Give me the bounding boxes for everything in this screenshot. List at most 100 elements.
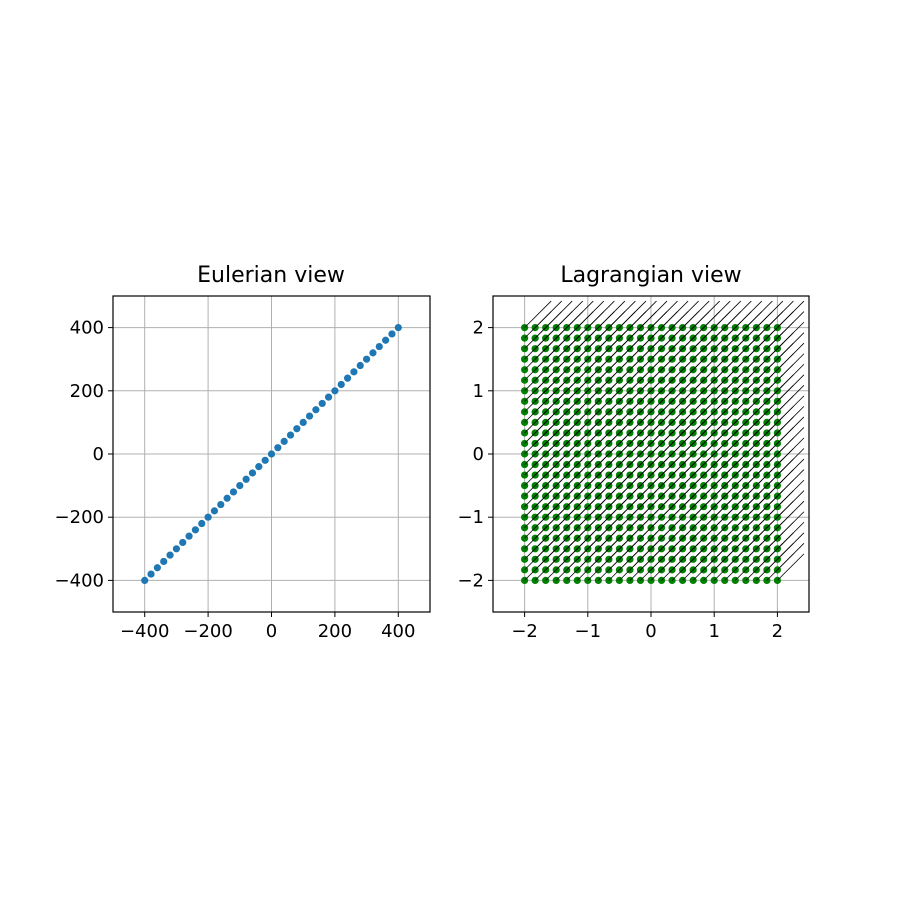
eulerian-point xyxy=(280,437,288,445)
eulerian-point xyxy=(356,361,364,370)
lagrangian-quiver xyxy=(524,300,805,581)
eulerian-point xyxy=(229,488,238,496)
eulerian-point xyxy=(210,507,219,515)
quiver-arrow xyxy=(777,490,805,518)
eulerian-point xyxy=(350,368,358,376)
quiver-arrow xyxy=(619,300,647,328)
eulerian-point xyxy=(312,406,320,414)
quiver-arrow xyxy=(777,406,805,434)
y-tick-label: 400 xyxy=(70,318,104,339)
quiver-arrow xyxy=(777,385,805,413)
quiver-arrow xyxy=(555,300,584,328)
quiver-arrow xyxy=(777,521,805,550)
y-tick-label: −2 xyxy=(457,570,484,591)
y-tick-label: 200 xyxy=(70,381,104,402)
x-tick-label: 400 xyxy=(381,621,415,642)
y-tick-label: −200 xyxy=(55,507,104,528)
x-tick-label: −400 xyxy=(120,621,169,642)
quiver-arrow xyxy=(777,511,805,539)
eulerian-point xyxy=(394,324,402,332)
quiver-arrow xyxy=(777,300,805,328)
quiver-arrow xyxy=(777,532,805,560)
quiver-arrow xyxy=(661,300,689,328)
x-tick-label: 0 xyxy=(645,621,656,642)
quiver-arrow xyxy=(608,300,636,328)
quiver-arrow xyxy=(777,321,805,349)
quiver-arrow xyxy=(777,427,805,455)
x-tick-label: −2 xyxy=(511,621,538,642)
y-tick-label: 0 xyxy=(473,444,484,465)
eulerian-point xyxy=(242,475,250,483)
quiver-arrow xyxy=(703,300,731,328)
eulerian-point xyxy=(337,380,345,389)
quiver-arrow xyxy=(777,353,805,381)
quiver-arrow xyxy=(777,543,805,571)
eulerian-panel: Eulerian view −400 −200 0 200 400 −400 −200 0 20… xyxy=(55,263,431,642)
lagrangian-panel: Lagrangian view −2 −1 0 1 2 −2 −1 0 1 2 xyxy=(457,263,810,642)
quiver-arrow xyxy=(576,300,605,328)
quiver-arrow xyxy=(524,300,552,328)
quiver-arrow xyxy=(777,448,805,476)
eulerian-point xyxy=(166,551,174,559)
x-tick-label: 200 xyxy=(318,621,352,642)
eulerian-point xyxy=(204,513,212,521)
x-tick-label: −200 xyxy=(183,621,232,642)
quiver-arrow xyxy=(745,300,773,328)
quiver-arrow xyxy=(777,342,805,371)
quiver-arrow xyxy=(777,469,805,497)
x-tick-label: 0 xyxy=(266,621,277,642)
eulerian-point xyxy=(293,425,301,433)
quiver-arrow xyxy=(545,300,573,328)
eulerian-point xyxy=(286,431,295,439)
eulerian-point xyxy=(255,463,263,471)
eulerian-point xyxy=(153,564,161,572)
eulerian-point xyxy=(318,399,326,408)
quiver-arrow xyxy=(724,300,752,328)
quiver-arrow xyxy=(756,300,784,328)
x-tick-label: 2 xyxy=(772,621,783,642)
quiver-arrow xyxy=(587,300,615,328)
eulerian-point xyxy=(261,456,269,464)
y-tick-label: 0 xyxy=(93,444,104,465)
x-tick-label: 1 xyxy=(708,621,719,642)
eulerian-point xyxy=(223,494,231,502)
y-tick-label: 1 xyxy=(473,381,484,402)
quiver-arrow xyxy=(777,374,805,402)
eulerian-point xyxy=(305,412,314,420)
eulerian-points xyxy=(141,324,402,585)
quiver-arrow xyxy=(671,300,699,328)
eulerian-point xyxy=(172,545,180,553)
eulerian-point xyxy=(331,387,339,395)
quiver-arrow xyxy=(734,300,763,328)
quiver-arrow xyxy=(777,500,805,529)
eulerian-point xyxy=(274,444,282,452)
eulerian-point xyxy=(236,482,244,490)
eulerian-point xyxy=(179,538,187,547)
eulerian-point xyxy=(369,349,377,357)
lagrangian-ticks: −2 −1 0 1 2 −2 −1 0 1 2 xyxy=(457,318,783,642)
quiver-arrow xyxy=(777,311,805,339)
quiver-arrow xyxy=(777,332,805,360)
y-tick-label: −400 xyxy=(55,570,104,591)
eulerian-point xyxy=(198,519,206,528)
eulerian-point xyxy=(185,532,193,540)
eulerian-point xyxy=(382,336,390,344)
quiver-arrow xyxy=(650,300,678,328)
quiver-arrow xyxy=(640,300,668,328)
quiver-arrow xyxy=(713,300,742,328)
quiver-arrow xyxy=(777,458,805,486)
quiver-arrow xyxy=(777,437,805,465)
eulerian-point xyxy=(324,393,333,401)
eulerian-point xyxy=(191,526,200,534)
quiver-arrow xyxy=(534,300,562,328)
quiver-arrow xyxy=(777,363,805,392)
eulerian-point xyxy=(160,557,168,566)
quiver-arrow xyxy=(766,300,794,328)
y-tick-label: −1 xyxy=(457,507,484,528)
eulerian-point xyxy=(363,355,371,363)
eulerian-point xyxy=(299,418,307,426)
eulerian-point xyxy=(217,500,225,509)
y-tick-label: 2 xyxy=(473,318,484,339)
